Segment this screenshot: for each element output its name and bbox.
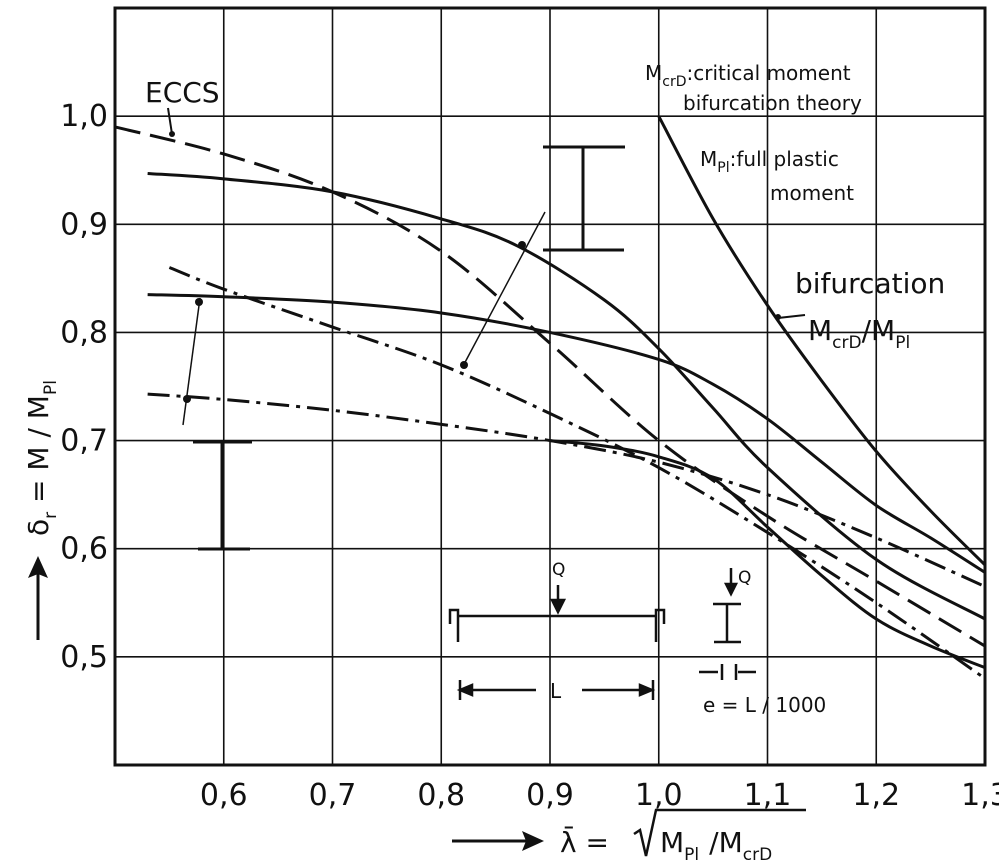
eccs-curve — [114, 125, 986, 648]
series-curve-3 — [147, 293, 986, 574]
bifurcation-leader — [777, 314, 806, 319]
sqrt-sign — [633, 808, 806, 857]
bifurcation-ratio: McrD/MPl — [808, 314, 910, 353]
bifurcation-label: bifurcation — [795, 267, 945, 300]
y-tick-label: 1,0 — [60, 99, 108, 134]
load-q-label-2: Q — [738, 568, 751, 588]
y-axis-label: δr = M / MPl — [22, 380, 61, 536]
mcrd-legend: McrD:critical moment — [645, 61, 851, 90]
curve-pair-brackets — [182, 211, 546, 426]
load-q-label: Q — [552, 560, 565, 580]
eccs-label: ECCS — [145, 76, 220, 109]
y-tick-label: 0,9 — [60, 207, 108, 242]
series-curve-5 — [147, 392, 986, 588]
grid — [115, 8, 986, 765]
bifurcation-dot — [775, 314, 781, 320]
x-tick-label: 1,2 — [852, 778, 900, 813]
y-axis-title: δr = M / MPl — [22, 380, 61, 640]
span-label: L — [550, 679, 562, 703]
y-tick-label: 0,6 — [60, 532, 108, 567]
tick-labels: 0,6 0,7 0,8 0,9 1,0 1,1 1,2 1,3 0,5 0,6 0,7 0,8 0,9 1… — [60, 99, 999, 813]
plot-border — [113, 6, 987, 767]
mpl-legend: MPl:full plastic — [700, 147, 839, 176]
eccs-leader — [167, 107, 173, 135]
eccs-dot — [169, 131, 175, 137]
x-tick-label: 0,6 — [200, 778, 248, 813]
beam-diagram-icon — [448, 585, 666, 700]
x-axis-title: λ̄ = MPl/McrD — [452, 808, 806, 865]
mpl-legend-line2: moment — [770, 181, 854, 205]
x-tick-label: 0,9 — [526, 778, 574, 813]
x-tick-label: 1,0 — [635, 778, 683, 813]
x-tick-label: 0,7 — [309, 778, 357, 813]
i-beam-right-icon — [543, 145, 625, 252]
x-tick-label: 0,8 — [417, 778, 465, 813]
x-tick-label: 1,3 — [961, 778, 999, 813]
small-i-section-icon — [699, 568, 756, 680]
x-tick-label: 1,1 — [744, 778, 792, 813]
series-lines — [114, 115, 987, 680]
bracket-dot — [460, 361, 468, 369]
x-axis-label: λ̄ = — [560, 825, 609, 859]
series-curve-6 — [549, 439, 986, 670]
series-curve-4 — [168, 266, 986, 680]
y-tick-label: 0,7 — [60, 424, 108, 459]
series-curve-2 — [147, 171, 986, 621]
bifurcation-curve — [657, 115, 987, 566]
bracket-dot — [195, 298, 203, 306]
y-tick-label: 0,8 — [60, 315, 108, 350]
y-tick-label: 0,5 — [60, 640, 108, 675]
mcrd-legend-line2: bifurcation theory — [683, 91, 862, 115]
i-beam-left-icon — [193, 440, 252, 551]
bracket-dot — [518, 241, 526, 249]
eccentricity-label: e = L / 1000 — [703, 693, 826, 717]
x-axis-radicand: MPl/McrD — [660, 826, 772, 865]
bracket-dot — [183, 395, 191, 403]
plot-frame — [113, 6, 987, 767]
annotations: ECCS McrD:critical moment bifurcation th… — [145, 61, 945, 717]
